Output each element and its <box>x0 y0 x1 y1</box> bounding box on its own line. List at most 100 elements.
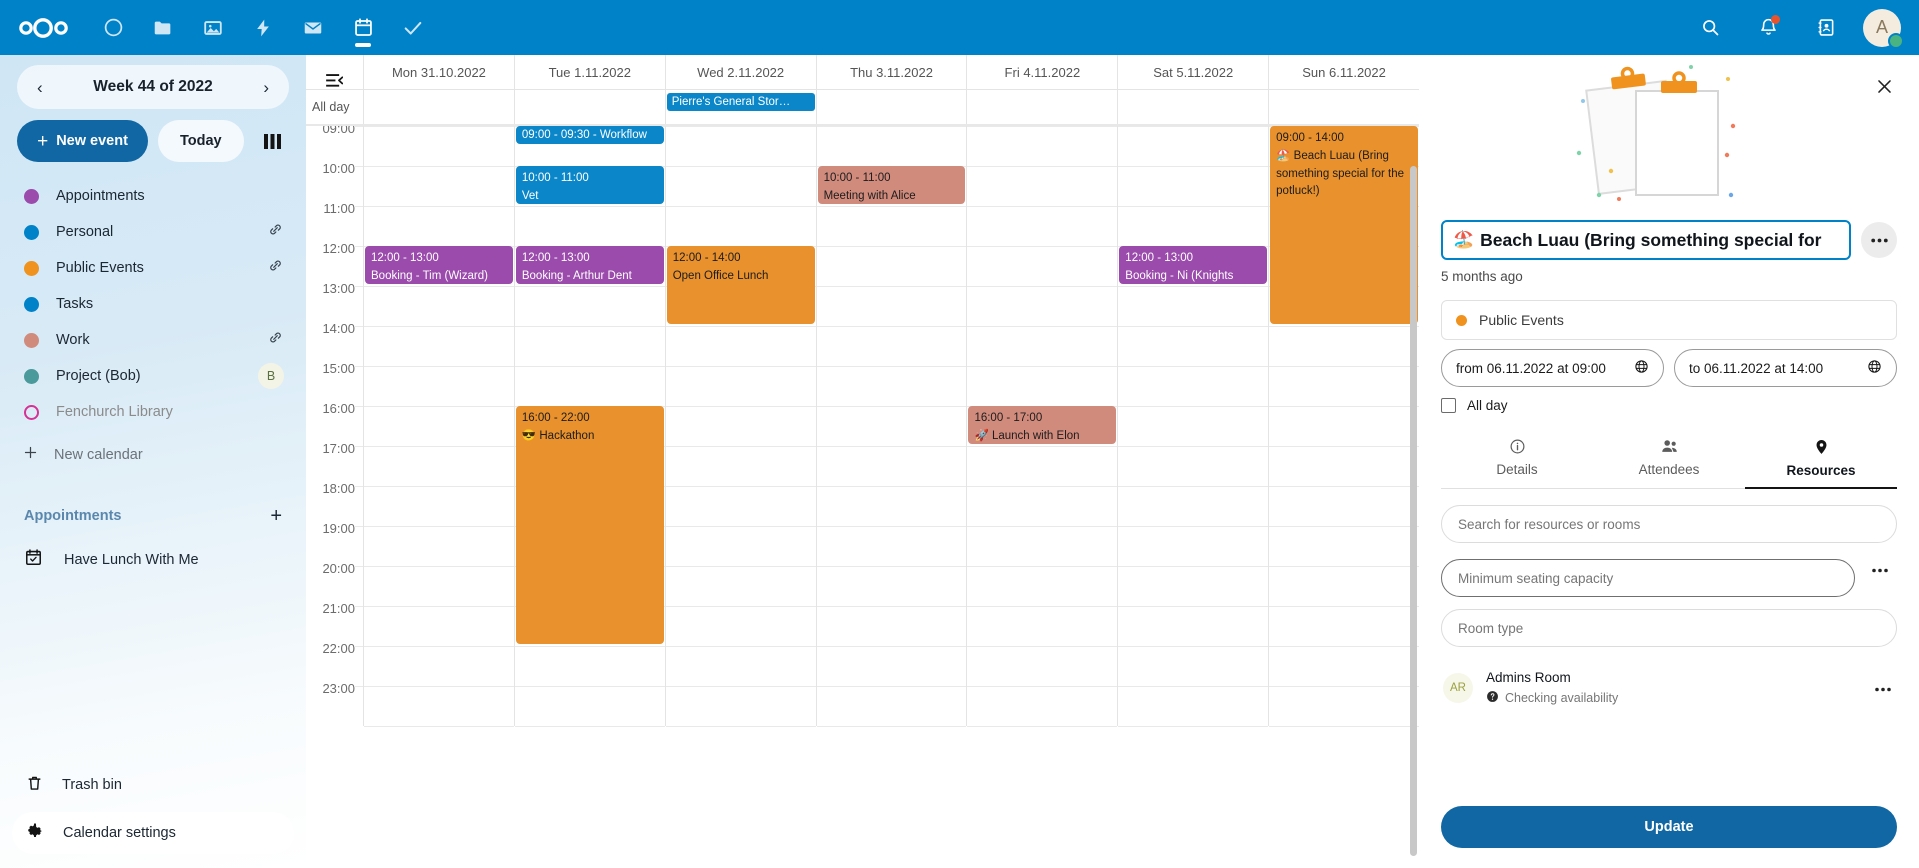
share-link-icon[interactable] <box>267 329 284 351</box>
tab-details[interactable]: Details <box>1441 431 1593 489</box>
all-day-checkbox[interactable]: All day <box>1441 398 1897 413</box>
day-header-5[interactable]: Sat 5.11.2022 <box>1117 55 1268 89</box>
calendar-event[interactable]: 10:00 - 11:00 Vet <box>515 166 664 204</box>
all-day-cell-5[interactable] <box>1117 90 1268 124</box>
all-day-cell-0[interactable] <box>363 90 514 124</box>
day-header-2[interactable]: Wed 2.11.2022 <box>664 55 816 89</box>
calendar-item-project-bob[interactable]: Project (Bob) B <box>12 358 294 394</box>
calendar-item-appointments[interactable]: Appointments <box>12 178 294 214</box>
calendar-scrollbar[interactable] <box>1410 166 1417 856</box>
calendar-event[interactable]: 16:00 - 22:00 😎 Hackathon <box>515 406 664 644</box>
calendar-settings-button[interactable]: Calendar settings <box>12 812 294 854</box>
grid-line <box>354 646 363 647</box>
time-label: 14:00 <box>322 321 355 336</box>
trash-bin-button[interactable]: Trash bin <box>12 764 294 806</box>
close-panel-button[interactable] <box>1867 69 1901 103</box>
global-header: A <box>0 0 1919 55</box>
add-appointment-icon[interactable]: + <box>270 505 282 527</box>
event-end-date-input[interactable]: to 06.11.2022 at 14:00 <box>1674 349 1897 387</box>
new-event-button[interactable]: + New event <box>17 120 148 162</box>
day-header-0[interactable]: Mon 31.10.2022 <box>363 55 514 89</box>
event-actions-menu-button[interactable] <box>1861 222 1897 258</box>
share-link-icon[interactable] <box>267 257 284 279</box>
dashboard-icon[interactable] <box>88 0 138 55</box>
view-toggle-icon[interactable] <box>258 128 287 155</box>
avatar[interactable]: A <box>1863 8 1904 49</box>
resource-options-button[interactable] <box>1875 679 1895 697</box>
day-column-5[interactable]: 12:00 - 13:00 Booking - Ni (Knights <box>1117 126 1269 727</box>
all-day-cell-2[interactable]: Pierre's General Stor… <box>664 90 816 124</box>
resource-list-item[interactable]: AR Admins Room Checking availability <box>1441 669 1897 706</box>
calendar-event[interactable]: 12:00 - 14:00 Open Office Lunch <box>666 246 815 324</box>
calendar-item-fenchurch-library[interactable]: Fenchurch Library <box>12 394 294 430</box>
calendar-item-tasks[interactable]: Tasks <box>12 286 294 322</box>
day-header-3[interactable]: Thu 3.11.2022 <box>815 55 967 89</box>
grid-line <box>364 486 514 487</box>
contacts-icon[interactable] <box>1805 7 1847 49</box>
resource-status: Checking availability <box>1486 690 1618 706</box>
all-day-event[interactable]: Pierre's General Stor… <box>666 93 815 111</box>
all-day-cell-6[interactable] <box>1268 90 1419 124</box>
day-header-6[interactable]: Sun 6.11.2022 <box>1268 55 1419 89</box>
plus-icon: + <box>37 130 49 152</box>
calendar-event[interactable]: 10:00 - 11:00 Meeting with Alice <box>817 166 966 204</box>
calendar-item-public-events[interactable]: Public Events <box>12 250 294 286</box>
new-calendar-button[interactable]: New calendar <box>12 436 294 474</box>
tab-resources-label: Resources <box>1786 463 1856 478</box>
calendar-event[interactable]: 09:00 - 14:00 🏖️ Beach Luau (Bring someth… <box>1270 126 1419 324</box>
day-column-0[interactable]: 12:00 - 13:00 Booking - Tim (Wizard) <box>363 126 514 727</box>
mail-icon[interactable] <box>288 0 338 55</box>
all-day-cell-1[interactable] <box>513 90 665 124</box>
calendar-event[interactable]: 12:00 - 13:00 Booking - Tim (Wizard) <box>365 246 513 284</box>
day-column-4[interactable]: 16:00 - 17:00 🚀 Launch with Elon <box>966 126 1118 727</box>
timezone-globe-icon[interactable] <box>1634 359 1649 377</box>
day-column-3[interactable]: 10:00 - 11:00 Meeting with Alice <box>815 126 967 727</box>
calendar-item-work[interactable]: Work <box>12 322 294 358</box>
capacity-options-button[interactable] <box>1863 568 1897 573</box>
calendar-item-personal[interactable]: Personal <box>12 214 294 250</box>
nextcloud-logo[interactable] <box>0 0 88 55</box>
tasks-icon[interactable] <box>388 0 438 55</box>
calendar-event[interactable]: 09:00 - 09:30 - Workflow <box>515 126 664 144</box>
all-day-cell-4[interactable] <box>966 90 1117 124</box>
calendar-event[interactable]: 16:00 - 17:00 🚀 Launch with Elon <box>968 406 1117 444</box>
photos-icon[interactable] <box>188 0 238 55</box>
grid-line <box>364 366 514 367</box>
grid-line <box>816 486 967 487</box>
tab-resources[interactable]: Resources <box>1745 431 1897 489</box>
search-icon[interactable] <box>1689 7 1731 49</box>
event-title-label: Meeting with Alice <box>823 189 916 202</box>
day-header-4[interactable]: Fri 4.11.2022 <box>966 55 1117 89</box>
notifications-icon[interactable] <box>1747 7 1789 49</box>
calendar-icon[interactable] <box>338 0 388 55</box>
appointment-item-have-lunch-with-me[interactable]: Have Lunch With Me <box>24 548 282 572</box>
calendar-event[interactable]: 12:00 - 13:00 Booking - Arthur Dent <box>515 246 664 284</box>
room-type-input[interactable]: Room type <box>1441 609 1897 647</box>
time-label: 11:00 <box>323 201 355 216</box>
time-label: 23:00 <box>322 681 355 696</box>
day-column-1[interactable]: 09:00 - 09:30 - Workflow 10:00 - 11:00 Vet… <box>513 126 665 727</box>
previous-week-button[interactable]: ‹ <box>37 77 43 97</box>
day-header-1[interactable]: Tue 1.11.2022 <box>513 55 665 89</box>
event-start-date-input[interactable]: from 06.11.2022 at 09:00 <box>1441 349 1664 387</box>
calendar-event[interactable]: 12:00 - 13:00 Booking - Ni (Knights <box>1119 246 1268 284</box>
resource-search-input[interactable]: Search for resources or rooms <box>1441 505 1897 543</box>
update-button[interactable]: Update <box>1441 806 1897 848</box>
timezone-globe-icon[interactable] <box>1867 359 1882 377</box>
activity-icon[interactable] <box>238 0 288 55</box>
grid-line <box>364 726 514 727</box>
share-link-icon[interactable] <box>267 221 284 243</box>
today-button[interactable]: Today <box>158 120 244 162</box>
all-day-cell-3[interactable] <box>815 90 967 124</box>
minimum-seating-capacity-input[interactable]: Minimum seating capacity <box>1441 559 1855 597</box>
event-title-input[interactable]: 🏖️ Beach Luau (Bring something special f… <box>1441 220 1851 260</box>
day-columns: 12:00 - 13:00 Booking - Tim (Wizard) 09:0… <box>363 126 1419 727</box>
day-column-6[interactable]: 09:00 - 14:00 🏖️ Beach Luau (Bring someth… <box>1268 126 1419 727</box>
collapse-sidebar-icon[interactable] <box>306 55 363 89</box>
files-icon[interactable] <box>138 0 188 55</box>
next-week-button[interactable]: › <box>263 77 269 97</box>
tab-attendees[interactable]: Attendees <box>1593 431 1745 489</box>
event-calendar-picker[interactable]: Public Events <box>1441 300 1897 340</box>
day-column-2[interactable]: 12:00 - 14:00 Open Office Lunch <box>664 126 816 727</box>
calendar-item-label: Public Events <box>56 260 144 276</box>
